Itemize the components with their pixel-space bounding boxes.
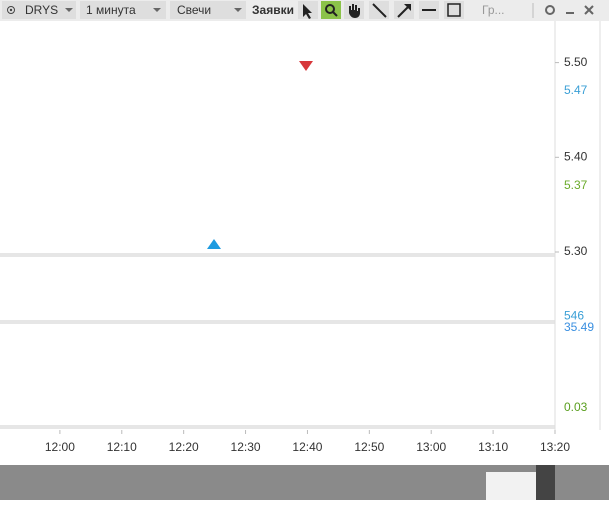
y-tick-label: 5.40 (564, 149, 588, 163)
x-tick-label: 13:20 (540, 440, 570, 454)
line-tool[interactable] (369, 1, 389, 19)
x-tick-label: 12:30 (231, 440, 261, 454)
sell-marker (299, 61, 313, 71)
volume-value-label: 546 (564, 308, 584, 322)
ma-value-label: 5.37 (564, 178, 588, 192)
x-tick-label: 12:50 (354, 440, 384, 454)
symbol-select[interactable]: DRYS (2, 1, 76, 19)
symbol: DRYS (25, 3, 58, 17)
indicator-value-label: 35.49 (564, 320, 594, 334)
x-tick-label: 13:00 (416, 440, 446, 454)
interval: 1 минута (86, 3, 136, 17)
y-tick-label: 5.50 (564, 55, 588, 69)
settings-icon[interactable] (545, 5, 555, 15)
chart-type-select[interactable]: Свечи (170, 1, 246, 19)
buy-marker (207, 239, 221, 249)
y-tick-label: 5.30 (564, 244, 588, 258)
orders-button[interactable]: Заявки (252, 3, 294, 17)
navigator-window (486, 472, 536, 500)
close-icon[interactable] (584, 5, 594, 15)
x-tick-label: 12:20 (169, 440, 199, 454)
hline-tool[interactable] (419, 1, 439, 19)
indicator-value-label: 0.03 (564, 400, 588, 414)
panel-separator (0, 253, 555, 257)
chart-type: Свечи (177, 3, 211, 17)
x-tick-label: 12:40 (292, 440, 322, 454)
x-tick-label: 12:00 (45, 440, 75, 454)
hand-tool[interactable] (344, 1, 364, 19)
interval-select[interactable]: 1 минута (80, 1, 166, 19)
panel-separator (0, 425, 555, 429)
zoom-tool[interactable] (321, 1, 341, 19)
last-price-label: 5.47 (564, 83, 588, 97)
rect-tool[interactable] (444, 1, 464, 19)
x-tick-label: 13:10 (478, 440, 508, 454)
x-tick-label: 12:10 (107, 440, 137, 454)
ray-tool[interactable] (394, 1, 414, 19)
panel-separator (0, 320, 555, 324)
navigator-handle[interactable] (536, 465, 555, 500)
graphs-button[interactable]: Гр... (482, 3, 505, 17)
cursor-tool[interactable] (298, 1, 318, 19)
